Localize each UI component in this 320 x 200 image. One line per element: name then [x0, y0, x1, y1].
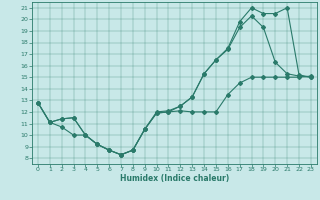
X-axis label: Humidex (Indice chaleur): Humidex (Indice chaleur) [120, 174, 229, 183]
